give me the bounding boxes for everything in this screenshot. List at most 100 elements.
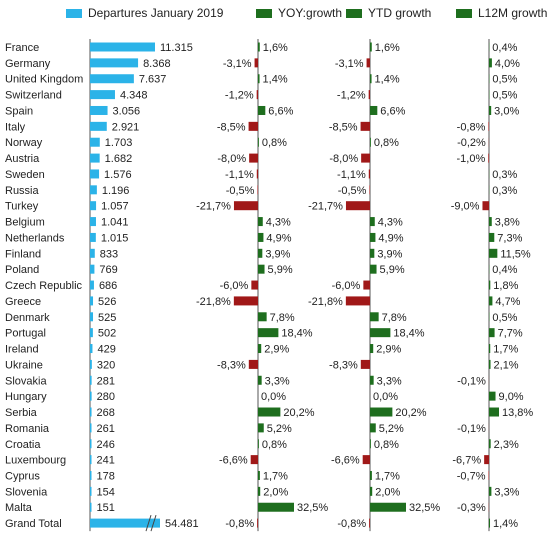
l12m-value-label: 2,1% (494, 359, 519, 371)
yoy-bar (257, 185, 258, 195)
departures-bar (90, 344, 93, 354)
yoy-value-label: 6,6% (268, 105, 293, 117)
ytd-value-label: -21,8% (308, 296, 343, 308)
l12m-value-label: 0,4% (492, 42, 517, 54)
yoy-value-label: -3,1% (223, 58, 252, 70)
l12m-value-label: 0,3% (492, 169, 517, 181)
ytd-bar (369, 185, 370, 195)
category-label: Norway (5, 137, 43, 149)
departures-bar (90, 391, 92, 401)
ytd-bar (370, 264, 377, 274)
yoy-value-label: -8,5% (217, 121, 246, 133)
departures-value-label: 280 (97, 391, 115, 403)
departures-value-label: 2.921 (112, 121, 140, 133)
ytd-bar (368, 90, 370, 100)
ytd-value-label: -6,6% (331, 455, 360, 467)
ytd-value-label: 0,8% (374, 137, 399, 149)
category-label: Finland (5, 248, 41, 260)
departures-bar (90, 407, 92, 417)
departures-bar (90, 248, 95, 258)
departures-bar (90, 518, 160, 528)
ytd-value-label: -8,0% (329, 153, 358, 165)
ytd-bar (369, 518, 370, 528)
departures-bar (90, 169, 100, 179)
yoy-bar (258, 264, 265, 274)
category-label: Portugal (5, 328, 46, 340)
departures-value-label: 1.576 (104, 169, 132, 181)
l12m-value-label: 1,4% (493, 518, 518, 530)
ytd-value-label: 32,5% (409, 502, 440, 514)
l12m-bar (489, 296, 493, 306)
l12m-value-label: 7,7% (498, 328, 523, 340)
category-label: Serbia (5, 407, 38, 419)
ytd-bar (370, 137, 371, 147)
category-label: Grand Total (5, 518, 62, 530)
category-label: Turkey (5, 201, 39, 213)
l12m-bar (489, 280, 491, 290)
yoy-value-label: 0,8% (262, 439, 287, 451)
yoy-bar (256, 90, 258, 100)
departures-value-label: 4.348 (120, 90, 148, 102)
departures-bar (90, 375, 92, 385)
yoy-bar (251, 280, 258, 290)
ytd-value-label: -1,2% (337, 90, 366, 102)
ytd-value-label: 4,9% (378, 232, 403, 244)
l12m-value-label: 2,3% (494, 439, 519, 451)
departures-bar (90, 153, 100, 163)
ytd-value-label: 20,2% (395, 407, 426, 419)
ytd-value-label: 18,4% (393, 328, 424, 340)
yoy-value-label: -8,0% (217, 153, 246, 165)
yoy-value-label: -1,1% (225, 169, 254, 181)
ytd-bar (370, 248, 375, 258)
ytd-value-label: -3,1% (335, 58, 364, 70)
ytd-bar (370, 344, 374, 354)
ytd-value-label: 4,3% (378, 217, 403, 229)
category-label: Denmark (5, 312, 50, 324)
yoy-bar (248, 359, 258, 369)
l12m-bar (489, 391, 496, 401)
ytd-value-label: 3,3% (377, 375, 402, 387)
ytd-bar (363, 280, 370, 290)
ytd-bar (360, 359, 370, 369)
ytd-bar (370, 105, 378, 115)
departures-bar (90, 455, 92, 465)
ytd-bar (370, 407, 393, 417)
category-label: Germany (5, 58, 51, 70)
yoy-value-label: 20,2% (283, 407, 314, 419)
yoy-value-label: 18,4% (281, 328, 312, 340)
departures-value-label: 686 (99, 280, 117, 292)
yoy-bar (257, 518, 258, 528)
departures-bar (90, 217, 96, 227)
ytd-value-label: -6,0% (332, 280, 361, 292)
l12m-bar (489, 232, 495, 242)
l12m-value-label: -1,0% (457, 153, 486, 165)
ytd-value-label: 3,9% (377, 248, 402, 260)
yoy-value-label: 1,6% (263, 42, 288, 54)
yoy-bar (258, 344, 262, 354)
l12m-value-label: -0,3% (457, 502, 486, 514)
departures-value-label: 11.315 (160, 42, 193, 54)
departures-value-label: 3.056 (113, 105, 141, 117)
l12m-value-label: 11,5% (500, 248, 531, 260)
l12m-bar (484, 455, 489, 465)
yoy-bar (258, 502, 294, 512)
yoy-value-label: -21,8% (196, 296, 231, 308)
l12m-bar (488, 121, 489, 131)
legend-label-yoy: YOY:growth (278, 6, 343, 20)
yoy-value-label: -8,3% (217, 359, 246, 371)
l12m-bar (489, 486, 492, 496)
departures-value-label: 769 (99, 264, 117, 276)
yoy-bar (233, 296, 258, 306)
departures-value-label: 1.682 (105, 153, 133, 165)
departures-value-label: 154 (97, 486, 115, 498)
ytd-bar (370, 312, 379, 322)
legend-swatch-departures (66, 8, 82, 18)
l12m-bar (489, 407, 499, 417)
l12m-value-label: 0,5% (492, 90, 517, 102)
ytd-value-label: 5,2% (379, 423, 404, 435)
departures-value-label: 268 (97, 407, 115, 419)
departures-value-label: 525 (98, 312, 116, 324)
departures-bar (90, 423, 92, 433)
yoy-bar (258, 328, 279, 338)
ytd-value-label: 0,8% (374, 439, 399, 451)
